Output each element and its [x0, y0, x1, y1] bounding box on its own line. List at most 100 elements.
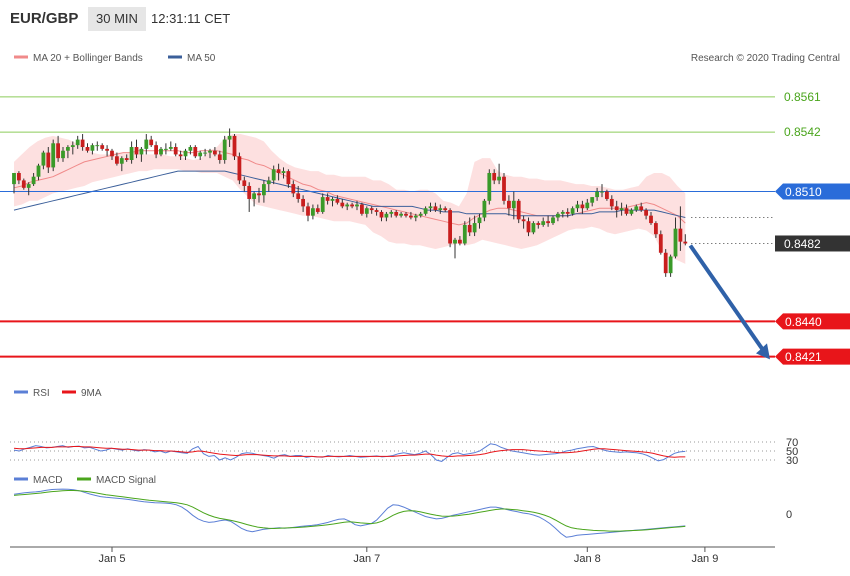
candle-body	[614, 206, 619, 211]
candle-body	[350, 204, 354, 207]
time-tick-label: Jan 7	[353, 553, 380, 565]
candle	[115, 152, 119, 166]
candle	[247, 182, 252, 212]
candle	[291, 180, 296, 198]
candle-body	[237, 156, 242, 181]
candle-body	[56, 143, 60, 159]
candle	[404, 211, 408, 218]
candle	[242, 176, 247, 192]
candle-body	[193, 147, 198, 157]
candle	[36, 163, 41, 181]
time-tick-label: Jan 5	[99, 553, 126, 565]
candle-body	[413, 215, 418, 218]
candle	[46, 147, 51, 173]
candle-body	[663, 252, 668, 274]
candle-body	[232, 135, 237, 157]
candle-body	[673, 228, 678, 257]
candle	[325, 193, 330, 205]
macd-legend-label: MACD	[33, 475, 62, 486]
candle	[531, 221, 536, 235]
candle-body	[66, 147, 70, 151]
candle-body	[472, 223, 477, 233]
candle	[668, 254, 673, 277]
candle	[482, 198, 487, 222]
candle-body	[467, 224, 472, 233]
candle-body	[374, 210, 379, 212]
candle	[213, 147, 217, 157]
candle	[355, 200, 359, 211]
macd-signal-legend-label: MACD Signal	[96, 475, 156, 486]
candle	[21, 178, 26, 190]
candle-body	[595, 191, 599, 198]
candle	[364, 206, 369, 218]
rsi-tick-label: 30	[786, 455, 798, 467]
candle-body	[330, 198, 335, 201]
candle-body	[389, 211, 394, 214]
candle	[678, 206, 683, 251]
candle-body	[252, 193, 256, 199]
candle	[536, 221, 541, 229]
candle-body	[629, 210, 634, 214]
candle-body	[590, 197, 595, 203]
candle-body	[217, 154, 222, 160]
candle-body	[605, 191, 609, 199]
current-price-badge	[775, 235, 850, 252]
candle-body	[144, 139, 149, 149]
candle	[75, 135, 80, 149]
candle-body	[609, 198, 614, 207]
candle	[306, 202, 310, 222]
candle-body	[404, 213, 408, 216]
candle-body	[183, 150, 188, 157]
candle-body	[443, 208, 448, 211]
candle	[374, 208, 379, 216]
candle	[644, 208, 648, 220]
support-label: 0.8440	[785, 315, 822, 329]
candle	[100, 143, 105, 151]
candle	[467, 217, 472, 237]
candle	[105, 145, 109, 157]
rsi-tick-label: 70	[786, 437, 798, 449]
candle	[526, 217, 531, 237]
resistance-label: 0.8542	[784, 125, 821, 139]
candle	[257, 187, 261, 203]
ma50-line	[13, 170, 686, 218]
candle	[458, 236, 462, 246]
candle-body	[423, 208, 428, 214]
timestamp: 12:31:11 CET	[151, 11, 231, 26]
candle-body	[46, 152, 51, 168]
candle	[609, 195, 614, 211]
candle-body	[315, 208, 320, 212]
candle-body	[585, 202, 590, 209]
candle	[271, 165, 276, 185]
ma20-legend-label: MA 20 + Bollinger Bands	[33, 53, 143, 64]
candle-body	[281, 171, 286, 173]
timeframe-button[interactable]: 30 MIN	[88, 7, 146, 31]
candle-body	[110, 150, 114, 157]
candle	[379, 210, 384, 222]
macd-plot: 0	[13, 488, 792, 538]
candle	[516, 198, 521, 224]
rsi-line	[13, 443, 686, 462]
candle	[423, 206, 428, 216]
candle-body	[168, 147, 173, 149]
candle	[95, 141, 100, 151]
rsi-legend: RSI 9MA	[14, 388, 102, 399]
candle-body	[26, 184, 31, 188]
candle-body	[296, 193, 301, 199]
candle-body	[384, 213, 389, 218]
candle	[217, 150, 222, 164]
price-legend: MA 20 + Bollinger Bands MA 50 Research ©…	[14, 53, 840, 64]
candle	[384, 211, 389, 222]
macd-tick-label: 0	[786, 509, 792, 521]
candle-body	[61, 150, 65, 159]
candle	[311, 204, 315, 220]
candle	[663, 249, 668, 277]
candle	[252, 191, 256, 207]
candle-body	[458, 239, 462, 244]
candle-body	[477, 217, 482, 224]
candle-body	[70, 145, 75, 148]
candle-body	[247, 185, 252, 199]
candle-body	[21, 180, 26, 188]
